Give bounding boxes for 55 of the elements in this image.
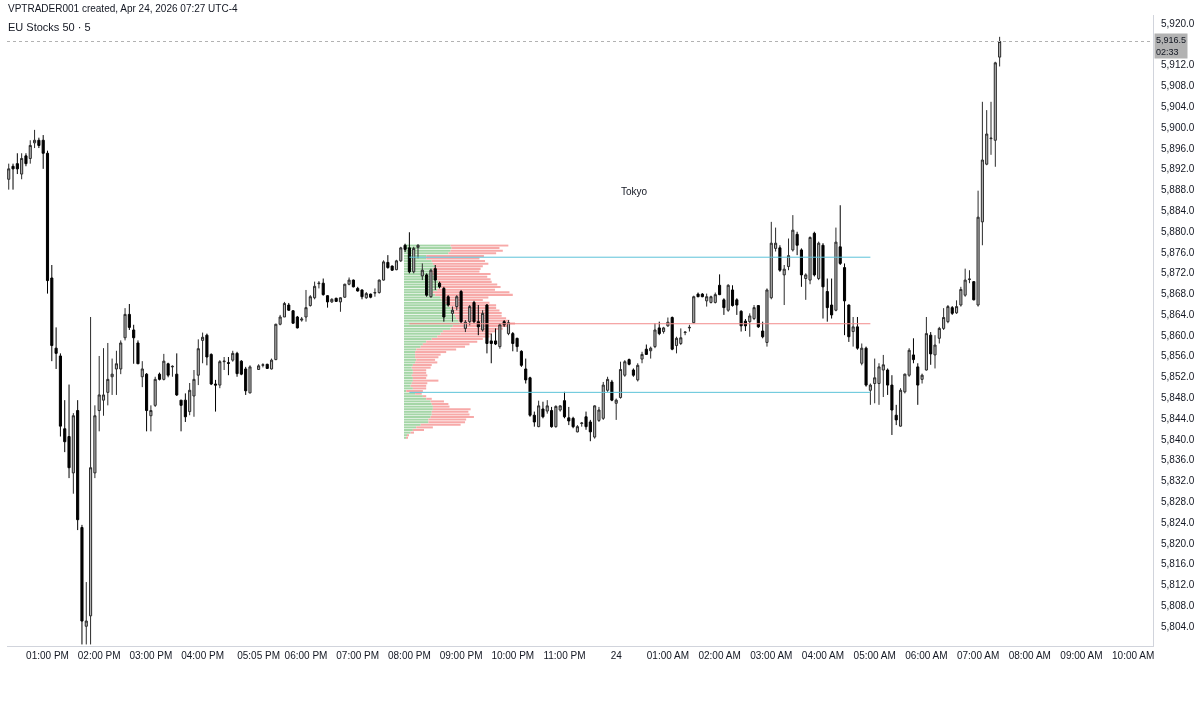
x-tick-label: 04:00 AM xyxy=(801,650,845,661)
y-tick-label: 5,876.0 xyxy=(1161,246,1195,258)
y-tick-label: 5,840.0 xyxy=(1161,433,1195,445)
x-tick-label: 07:00 AM xyxy=(956,650,1000,661)
y-tick-label: 5,888.0 xyxy=(1161,184,1195,196)
y-tick-label: 5,872.0 xyxy=(1161,267,1195,279)
y-tick-label: 5,852.0 xyxy=(1161,371,1195,383)
x-tick-label: 09:00 AM xyxy=(1060,650,1103,661)
x-tick-label: 06:00 PM xyxy=(284,650,328,661)
y-tick-label: 5,884.0 xyxy=(1161,204,1195,216)
y-tick-label: 5,848.0 xyxy=(1161,392,1195,404)
x-tick-label: 08:00 PM xyxy=(387,650,431,661)
x-tick-label: 08:00 AM xyxy=(1008,650,1051,661)
y-tick-label: 5,832.0 xyxy=(1161,475,1195,487)
y-tick-label: 5,856.0 xyxy=(1161,350,1195,362)
y-tick-label: 5,904.0 xyxy=(1161,100,1195,112)
y-tick-label: 5,808.0 xyxy=(1161,599,1195,611)
x-tick-label: 07:00 PM xyxy=(336,650,380,661)
y-tick-label: 5,920.0 xyxy=(1161,17,1195,29)
y-tick-label: 5,864.0 xyxy=(1161,308,1195,320)
y-tick-label: 5,892.0 xyxy=(1161,163,1195,175)
y-tick-label: 5,912.0 xyxy=(1161,59,1195,71)
y-tick-label: 5,836.0 xyxy=(1161,454,1195,466)
y-tick-label: 5,824.0 xyxy=(1161,516,1195,528)
y-tick-label: 5,844.0 xyxy=(1161,412,1195,424)
y-tick-label: 5,896.0 xyxy=(1161,142,1195,154)
x-tick-label: 04:00 PM xyxy=(181,650,225,661)
y-tick-label: 5,860.0 xyxy=(1161,329,1195,341)
ref-line-label: 5,916.5 02:33 xyxy=(1156,35,1187,57)
y-tick-label: 5,828.0 xyxy=(1161,496,1195,507)
x-tick-label: 02:00 PM xyxy=(77,650,121,661)
annotation: Tokyo xyxy=(621,186,648,197)
x-tick-label: 10:00 AM xyxy=(1112,650,1155,661)
y-tick-label: 5,880.0 xyxy=(1161,225,1195,237)
x-tick-label: 01:00 AM xyxy=(646,650,690,661)
x-tick-label: 05:05 PM xyxy=(237,650,281,661)
x-tick-label: 24 xyxy=(610,650,623,661)
x-tick-label: 03:00 PM xyxy=(129,650,173,661)
x-tick-label: 09:00 PM xyxy=(439,650,483,661)
x-tick-label: 11:00 PM xyxy=(543,650,586,661)
y-tick-label: 5,812.0 xyxy=(1161,579,1195,591)
x-tick-label: 06:00 AM xyxy=(905,650,948,661)
x-tick-label: 02:00 AM xyxy=(698,650,741,661)
y-tick-label: 5,816.0 xyxy=(1161,558,1195,570)
y-tick-label: 5,908.0 xyxy=(1161,80,1195,92)
x-tick-label: 01:00 PM xyxy=(26,650,69,661)
x-tick-label: 10:00 PM xyxy=(491,650,535,661)
text: VPTRADER001 created, Apr 24, 2026 07:27 UTC-4 xyxy=(8,3,238,14)
x-tick-label: 05:00 AM xyxy=(853,650,896,661)
y-tick-label: 5,900.0 xyxy=(1161,121,1195,133)
y-tick-label: 5,868.0 xyxy=(1161,288,1195,300)
y-tick-label: 5,820.0 xyxy=(1161,537,1195,549)
x-tick-label: 03:00 AM xyxy=(750,650,793,661)
text: EU Stocks 50 · 5 xyxy=(8,20,91,33)
y-tick-label: 5,804.0 xyxy=(1161,620,1195,632)
